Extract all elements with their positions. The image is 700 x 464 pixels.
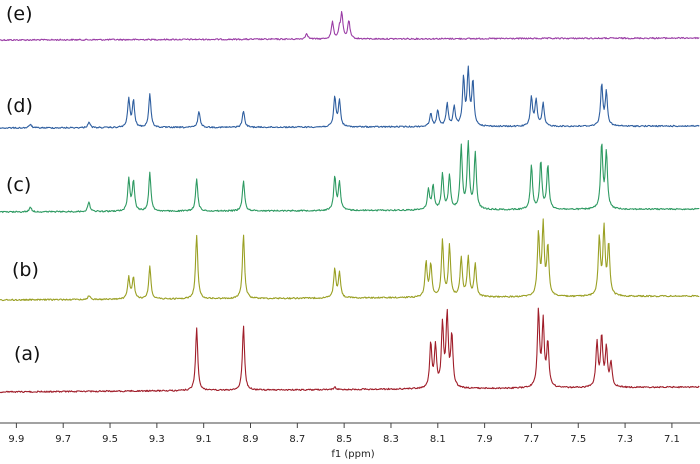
spectrum-label: (e) xyxy=(6,3,33,25)
spectrum-label: (d) xyxy=(6,95,33,117)
spectrum-label: (b) xyxy=(12,259,39,281)
spectrum-trace xyxy=(0,218,700,302)
x-axis-label: f1 (ppm) xyxy=(331,449,374,460)
x-tick-label: 8.5 xyxy=(336,434,352,445)
spectrum-trace xyxy=(0,11,700,42)
spectrum-trace xyxy=(0,139,700,214)
x-tick-label: 8.9 xyxy=(243,434,259,445)
spectrum-trace xyxy=(0,65,700,130)
x-tick-label: 7.1 xyxy=(664,434,680,445)
x-tick-label: 8.1 xyxy=(430,434,446,445)
x-axis-ticks: 9.9 9.7 9.5 9.3 9.1 8.9 8.7 8.5 8.3 8.1 7.9 7.7 7.5 7… xyxy=(8,423,680,445)
spectrum-label: (c) xyxy=(6,174,31,196)
spectra-traces xyxy=(0,11,700,394)
x-tick-label: 9.7 xyxy=(55,434,71,445)
spectrum-trace xyxy=(0,307,700,394)
x-tick-label: 9.5 xyxy=(102,434,118,445)
x-tick-label: 7.9 xyxy=(477,434,493,445)
x-tick-label: 9.1 xyxy=(196,434,212,445)
trace-labels: (e) (d) (c) (b) (a) xyxy=(6,3,40,365)
x-tick-label: 7.3 xyxy=(617,434,633,445)
spectrum-label: (a) xyxy=(14,343,40,365)
x-tick-label: 8.3 xyxy=(383,434,399,445)
x-tick-label: 9.9 xyxy=(8,434,24,445)
x-tick-label: 8.7 xyxy=(289,434,305,445)
x-tick-label: 9.3 xyxy=(149,434,165,445)
x-tick-label: 7.5 xyxy=(570,434,586,445)
x-tick-label: 7.7 xyxy=(523,434,539,445)
